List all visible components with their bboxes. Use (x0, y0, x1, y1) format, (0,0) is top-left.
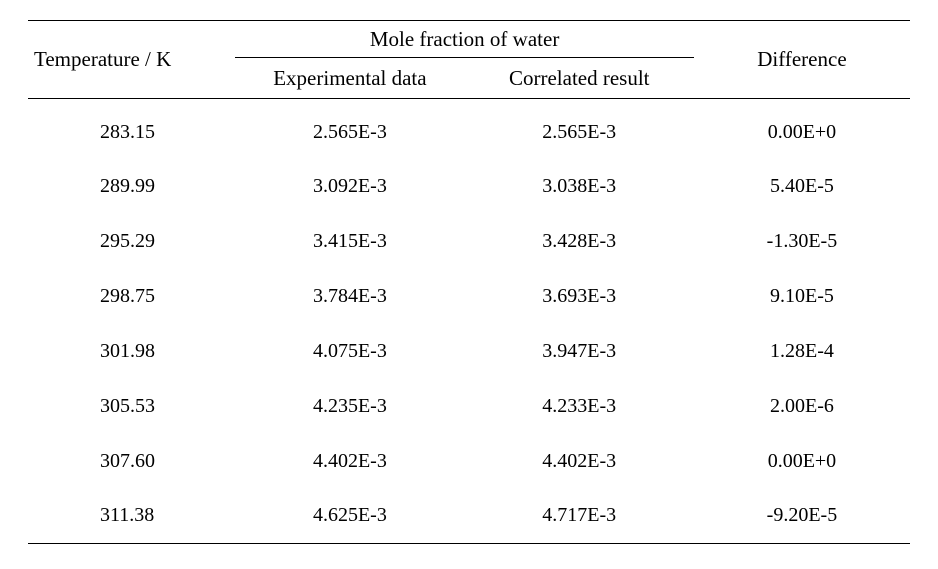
cell-experimental: 4.075E-3 (235, 324, 464, 379)
table-row: 311.38 4.625E-3 4.717E-3 -9.20E-5 (28, 489, 910, 544)
cell-correlated: 3.038E-3 (465, 159, 694, 214)
cell-temperature: 311.38 (28, 489, 235, 544)
col-header-experimental: Experimental data (235, 58, 464, 99)
cell-difference: -1.30E-5 (694, 214, 910, 269)
cell-difference: 1.28E-4 (694, 324, 910, 379)
cell-difference: 0.00E+0 (694, 99, 910, 159)
cell-correlated: 4.717E-3 (465, 489, 694, 544)
table-body: 283.15 2.565E-3 2.565E-3 0.00E+0 289.99 … (28, 99, 910, 544)
cell-difference: 2.00E-6 (694, 379, 910, 434)
table-row: 289.99 3.092E-3 3.038E-3 5.40E-5 (28, 159, 910, 214)
cell-temperature: 307.60 (28, 434, 235, 489)
cell-correlated: 4.402E-3 (465, 434, 694, 489)
table: Temperature / K Mole fraction of water D… (28, 20, 910, 544)
cell-experimental: 4.402E-3 (235, 434, 464, 489)
cell-correlated: 4.233E-3 (465, 379, 694, 434)
col-header-correlated: Correlated result (465, 58, 694, 99)
cell-experimental: 3.092E-3 (235, 159, 464, 214)
cell-correlated: 3.428E-3 (465, 214, 694, 269)
cell-difference: 5.40E-5 (694, 159, 910, 214)
cell-temperature: 305.53 (28, 379, 235, 434)
table-row: 307.60 4.402E-3 4.402E-3 0.00E+0 (28, 434, 910, 489)
col-header-group-mole-fraction: Mole fraction of water (235, 21, 694, 58)
cell-experimental: 3.415E-3 (235, 214, 464, 269)
cell-temperature: 295.29 (28, 214, 235, 269)
cell-experimental: 2.565E-3 (235, 99, 464, 159)
cell-temperature: 298.75 (28, 269, 235, 324)
cell-experimental: 4.235E-3 (235, 379, 464, 434)
cell-experimental: 4.625E-3 (235, 489, 464, 544)
cell-correlated: 2.565E-3 (465, 99, 694, 159)
cell-experimental: 3.784E-3 (235, 269, 464, 324)
cell-difference: -9.20E-5 (694, 489, 910, 544)
cell-correlated: 3.693E-3 (465, 269, 694, 324)
cell-temperature: 289.99 (28, 159, 235, 214)
table-row: 305.53 4.235E-3 4.233E-3 2.00E-6 (28, 379, 910, 434)
col-header-difference: Difference (694, 21, 910, 99)
table-row: 301.98 4.075E-3 3.947E-3 1.28E-4 (28, 324, 910, 379)
cell-correlated: 3.947E-3 (465, 324, 694, 379)
solubility-table: Temperature / K Mole fraction of water D… (0, 0, 938, 564)
cell-difference: 9.10E-5 (694, 269, 910, 324)
col-header-temperature: Temperature / K (28, 21, 235, 99)
cell-difference: 0.00E+0 (694, 434, 910, 489)
table-row: 295.29 3.415E-3 3.428E-3 -1.30E-5 (28, 214, 910, 269)
cell-temperature: 283.15 (28, 99, 235, 159)
cell-temperature: 301.98 (28, 324, 235, 379)
table-row: 283.15 2.565E-3 2.565E-3 0.00E+0 (28, 99, 910, 159)
table-row: 298.75 3.784E-3 3.693E-3 9.10E-5 (28, 269, 910, 324)
